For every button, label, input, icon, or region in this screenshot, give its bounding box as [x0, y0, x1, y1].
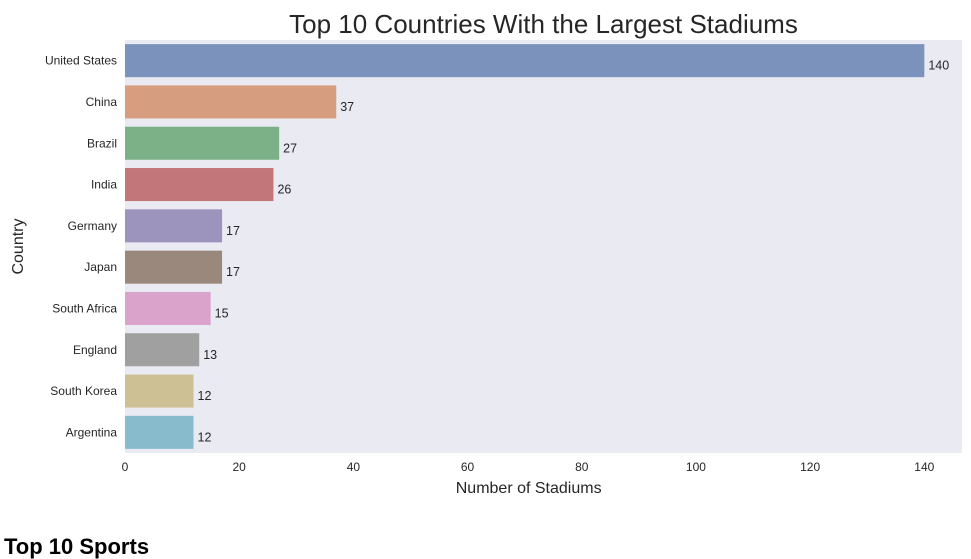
data-label: 15 [215, 306, 229, 320]
bar-argentina [125, 415, 194, 449]
x-tick-label: 100 [686, 460, 706, 474]
bar-brazil [125, 126, 280, 160]
x-tick-label: 0 [122, 460, 129, 474]
bar-south-africa [125, 291, 211, 325]
bar-india [125, 168, 274, 202]
x-tick-label: 120 [800, 460, 820, 474]
y-tick-label: South Africa [52, 301, 117, 315]
y-tick-label: China [86, 95, 118, 109]
y-tick-label: United States [45, 54, 117, 68]
bars [125, 44, 925, 449]
data-label: 37 [340, 100, 354, 114]
y-axis-label: Country [10, 218, 27, 274]
bar-south-korea [125, 374, 194, 408]
bar-united-states [125, 44, 925, 78]
y-tick-label: England [73, 343, 117, 357]
y-tick-labels: United States China Brazil India Germany Japa… [45, 54, 117, 440]
data-label: 12 [198, 430, 212, 444]
x-tick-label: 60 [461, 460, 475, 474]
bar-china [125, 85, 337, 119]
data-label: 140 [928, 59, 949, 73]
y-tick-label: South Korea [50, 384, 117, 398]
y-tick-label: Brazil [87, 136, 117, 150]
x-tick-labels: 0 20 40 60 80 100 120 140 [122, 460, 935, 474]
x-tick-label: 20 [233, 460, 247, 474]
x-tick-label: 80 [575, 460, 589, 474]
data-label: 27 [283, 141, 297, 155]
x-tick-label: 140 [914, 460, 934, 474]
y-tick-label: Argentina [66, 425, 118, 439]
bar-england [125, 333, 200, 367]
data-label: 26 [277, 183, 291, 197]
y-tick-label: India [91, 178, 117, 192]
data-label: 13 [203, 348, 217, 362]
y-tick-label: Germany [68, 219, 117, 233]
data-label: 17 [226, 265, 240, 279]
x-axis-label: Number of Stadiums [456, 480, 602, 497]
chart-title: Top 10 Countries With the Largest Stadiu… [289, 9, 798, 39]
y-tick-label: Japan [84, 260, 117, 274]
data-label: 17 [226, 224, 240, 238]
x-tick-label: 40 [347, 460, 361, 474]
bar-germany [125, 209, 223, 243]
bar-japan [125, 250, 223, 284]
data-label: 12 [198, 389, 212, 403]
data-labels: 140 37 27 26 17 17 15 13 12 12 [198, 59, 950, 445]
section-heading: Top 10 Sports [4, 534, 150, 559]
